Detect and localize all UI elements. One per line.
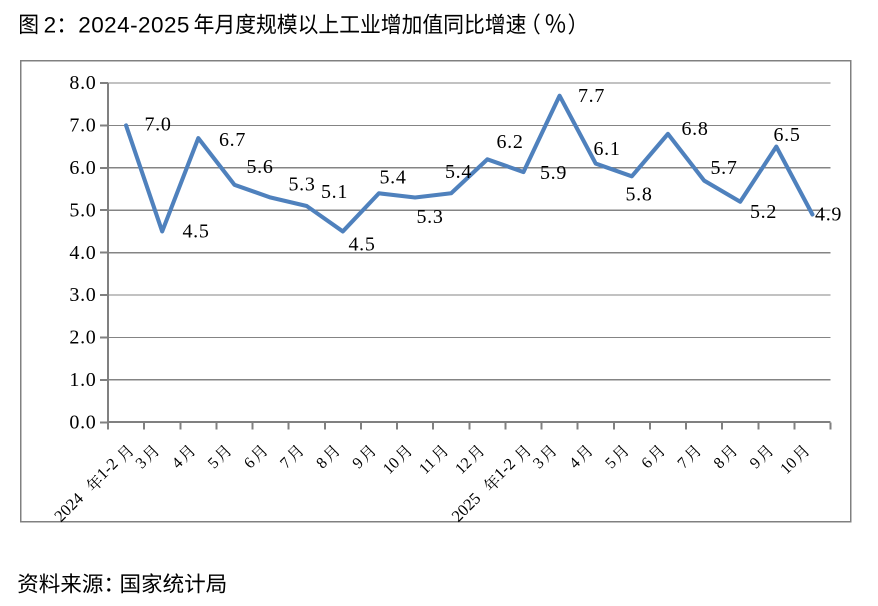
svg-text:3.0: 3.0 [69,284,96,306]
svg-text:2: 2 [44,12,57,37]
svg-text:4.0: 4.0 [69,242,96,264]
svg-text:1.0: 1.0 [69,369,96,391]
svg-text:5.7: 5.7 [710,157,737,179]
svg-text:5.2: 5.2 [750,201,777,223]
svg-text:7.0: 7.0 [144,113,171,135]
svg-text:4.9: 4.9 [815,203,842,225]
svg-text:5.4: 5.4 [445,161,472,183]
svg-text:4.5: 4.5 [182,220,209,242]
svg-text:5.9: 5.9 [540,162,567,184]
svg-text:7.0: 7.0 [69,115,96,137]
svg-text:5.4: 5.4 [379,166,406,188]
svg-text:4.5: 4.5 [348,233,375,255]
svg-text:2024-2025: 2024-2025 [78,12,190,37]
svg-text:5.3: 5.3 [288,173,315,195]
svg-text:0.0: 0.0 [69,411,96,433]
svg-text:5.6: 5.6 [246,156,273,178]
svg-text:6.7: 6.7 [219,129,246,151]
svg-text:7.7: 7.7 [578,85,605,107]
svg-text:5.8: 5.8 [625,183,652,205]
svg-text:8.0: 8.0 [69,72,96,94]
svg-text:5.1: 5.1 [321,181,348,203]
svg-text:5.0: 5.0 [69,199,96,221]
svg-text:6.8: 6.8 [681,118,708,140]
svg-text:6.5: 6.5 [773,124,800,146]
svg-text:6.1: 6.1 [593,138,620,160]
svg-text:6.2: 6.2 [496,131,523,153]
svg-text:5.3: 5.3 [416,206,443,228]
svg-text:2.0: 2.0 [69,327,96,349]
svg-text:6.0: 6.0 [69,157,96,179]
